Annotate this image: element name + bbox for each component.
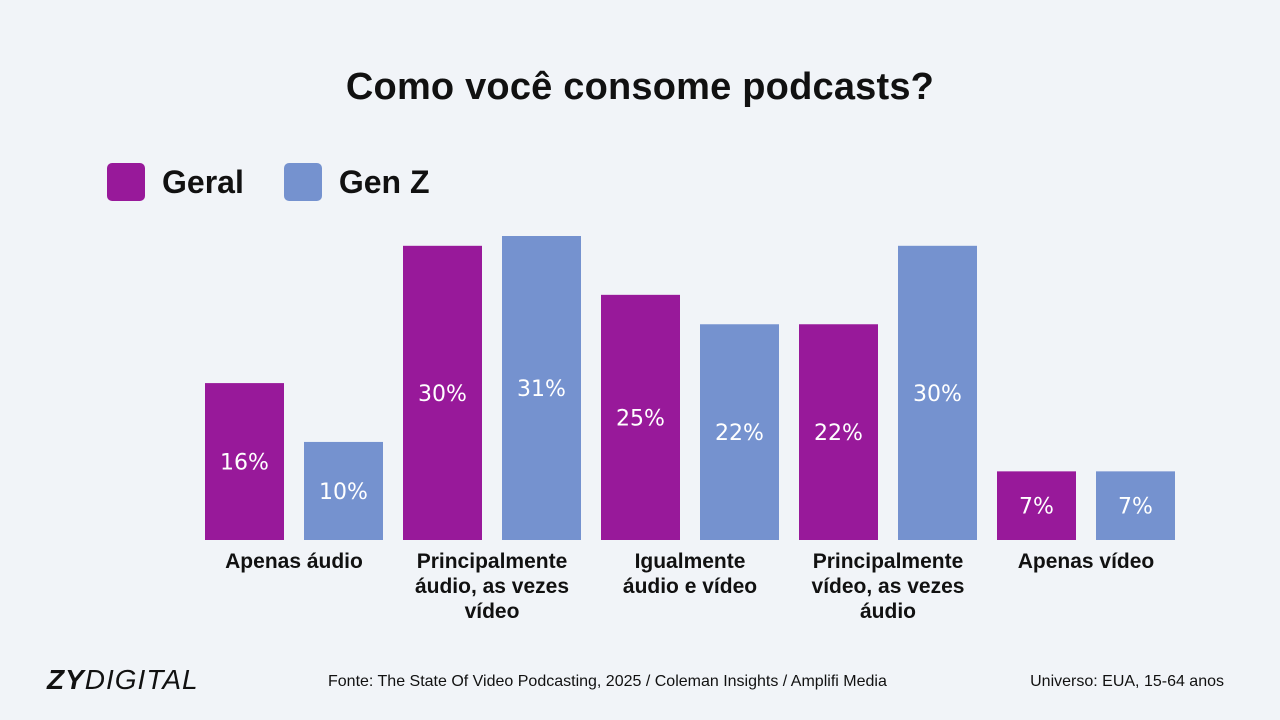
legend-item-genz: Gen Z [283, 163, 430, 201]
source-note: Fonte: The State Of Video Podcasting, 20… [328, 673, 887, 690]
bar-value-label: 25% [616, 406, 665, 431]
bar-value-label: 22% [715, 421, 764, 446]
legend-item-geral: Geral [107, 163, 244, 201]
bar-genz-4 [1096, 471, 1175, 540]
zydigital-logo: ZYDIGITAL [47, 664, 199, 696]
bar-value-label: 16% [220, 451, 269, 476]
bar-geral-2 [601, 294, 680, 540]
bar-genz-1 [502, 236, 581, 540]
bar-value-label: 22% [814, 421, 863, 446]
chart-legend: Geral Gen Z [107, 163, 470, 201]
category-label-3: Principalmente vídeo, as vezes áudio [812, 550, 965, 623]
bar-geral-3 [799, 324, 878, 540]
logo-bold-part: ZY [47, 664, 85, 695]
legend-label-geral: Geral [162, 163, 244, 200]
bar-value-label: 7% [1019, 495, 1054, 520]
bar-value-label: 10% [319, 480, 368, 505]
bar-geral-1 [403, 245, 482, 540]
bar-value-label: 30% [913, 382, 962, 407]
category-label-1: Principalmente áudio, as vezes vídeo [415, 550, 569, 623]
bar-genz-3 [898, 245, 977, 540]
bar-geral-0 [205, 383, 284, 540]
bar-value-label: 30% [418, 382, 467, 407]
logo-light-part: DIGITAL [84, 664, 199, 695]
bar-genz-0 [304, 441, 383, 540]
bar-value-label: 31% [517, 377, 566, 402]
bar-genz-2 [700, 324, 779, 540]
chart-title: Como você consome podcasts? [345, 66, 935, 108]
legend-label-genz: Gen Z [338, 163, 430, 200]
category-label-0: Apenas áudio [225, 550, 363, 573]
legend-swatch-geral [107, 163, 145, 201]
category-label-2: Igualmente áudio e vídeo [623, 550, 757, 598]
bar-geral-4 [997, 471, 1076, 540]
bar-value-label: 7% [1118, 495, 1153, 520]
universe-note: Universo: EUA, 15-64 anos [1030, 673, 1224, 690]
category-label-4: Apenas vídeo [1018, 550, 1155, 573]
legend-swatch-genz [283, 163, 322, 201]
